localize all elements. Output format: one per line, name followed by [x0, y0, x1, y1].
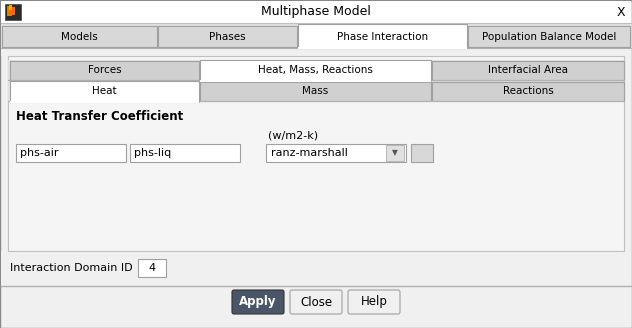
Bar	[200, 82, 431, 101]
Text: Apply: Apply	[240, 296, 277, 309]
Bar	[158, 26, 297, 47]
Bar	[8, 56, 624, 251]
Bar	[200, 60, 431, 81]
FancyBboxPatch shape	[232, 290, 284, 314]
Bar	[432, 61, 624, 80]
Text: Population Balance Model: Population Balance Model	[482, 31, 616, 42]
Text: 4: 4	[149, 263, 155, 273]
Bar	[1, 23, 631, 48]
Text: Models: Models	[61, 31, 98, 42]
Text: Interfacial Area: Interfacial Area	[488, 65, 568, 75]
Bar	[2, 26, 157, 47]
Bar	[1, 1, 631, 23]
Bar	[411, 144, 433, 162]
FancyBboxPatch shape	[348, 290, 400, 314]
Bar	[5, 4, 21, 20]
Text: Heat Transfer Coefficient: Heat Transfer Coefficient	[16, 110, 183, 123]
Bar	[1, 48, 631, 56]
Bar	[386, 145, 404, 161]
Bar	[138, 259, 166, 277]
Text: Heat, Mass, Reactions: Heat, Mass, Reactions	[258, 65, 373, 75]
FancyBboxPatch shape	[290, 290, 342, 314]
Bar	[8, 81, 624, 101]
Text: Reactions: Reactions	[502, 86, 554, 96]
Bar	[298, 24, 467, 48]
Text: ranz-marshall: ranz-marshall	[271, 148, 348, 158]
Bar	[468, 26, 630, 47]
Text: Forces: Forces	[88, 65, 121, 75]
Bar	[16, 144, 126, 162]
Text: Heat: Heat	[92, 86, 117, 96]
Text: X: X	[617, 6, 625, 18]
Bar	[1, 251, 631, 286]
Text: phs-liq: phs-liq	[134, 148, 171, 158]
Text: Phases: Phases	[209, 31, 246, 42]
Bar	[8, 60, 624, 80]
Text: phs-air: phs-air	[20, 148, 59, 158]
Text: Phase Interaction: Phase Interaction	[337, 31, 428, 42]
Text: Mass: Mass	[302, 86, 329, 96]
Bar	[10, 81, 199, 102]
Text: Multiphase Model: Multiphase Model	[261, 6, 371, 18]
Text: (w/m2-k): (w/m2-k)	[268, 130, 318, 140]
Bar	[7, 6, 12, 16]
Bar	[130, 144, 240, 162]
Bar	[432, 82, 624, 101]
Text: ▼: ▼	[392, 149, 398, 157]
Bar	[9, 5, 12, 10]
Text: Help: Help	[361, 296, 387, 309]
Bar	[10, 7, 15, 15]
Text: Close: Close	[300, 296, 332, 309]
Bar	[10, 61, 199, 80]
Text: Interaction Domain ID: Interaction Domain ID	[10, 263, 133, 273]
Bar	[266, 144, 406, 162]
